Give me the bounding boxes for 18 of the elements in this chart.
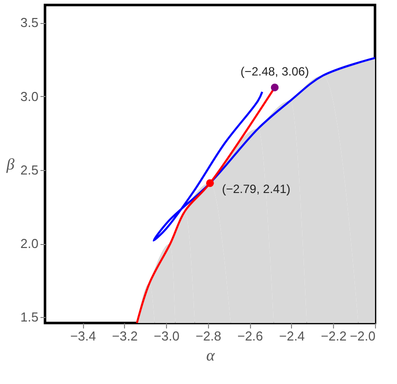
y-tick-label: 1.5: [20, 310, 38, 325]
x-tick-label: −3.2: [112, 328, 138, 344]
x-tick-label: −3.0: [154, 328, 180, 344]
x-axis-title: α: [206, 348, 216, 364]
y-axis-title: β: [5, 156, 14, 174]
annotation: (−2.79, 2.41): [222, 182, 290, 196]
x-tick-label: −3.4: [70, 328, 96, 344]
line-series: [152, 57, 375, 242]
y-tick-label: 3.5: [20, 15, 38, 30]
annotation: (−2.48, 3.06): [240, 64, 309, 78]
x-tick-label: −2.0: [350, 328, 376, 344]
y-tick-label: 2.0: [20, 236, 38, 251]
y-tick-label: 3.0: [20, 88, 38, 104]
x-tick-label: −2.6: [237, 328, 264, 344]
y-tick-label: 2.5: [20, 162, 38, 178]
x-tick-label: −2.4: [279, 328, 305, 344]
x-tick-label: −2.2: [320, 328, 347, 344]
x-tick-label: −2.8: [196, 328, 222, 344]
